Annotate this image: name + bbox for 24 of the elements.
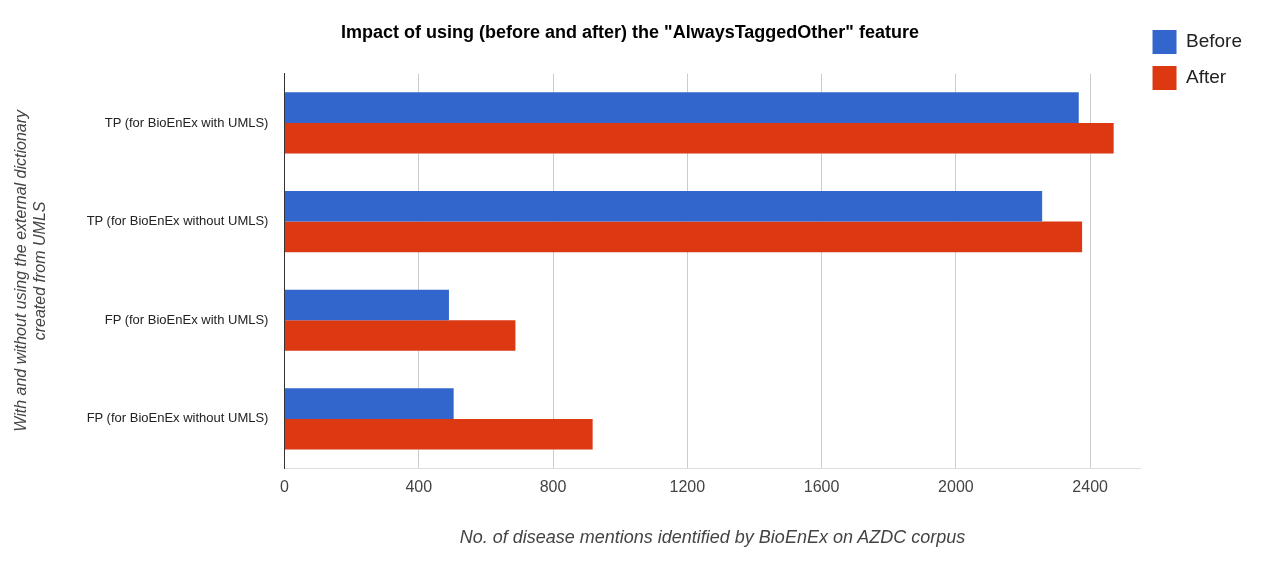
x-tick-label: 800: [539, 478, 567, 496]
bar: [284, 92, 1079, 123]
legend-label: After: [1186, 66, 1227, 88]
bar: [284, 190, 1043, 222]
bar: [284, 418, 593, 450]
x-tick-label: 2000: [938, 478, 974, 496]
x-tick-label: 2400: [1072, 478, 1109, 496]
bar: [284, 388, 454, 419]
bar: [284, 221, 1083, 253]
y-tick-label: TP (for BioEnEx without UMLS): [86, 213, 269, 229]
y-tick-label: TP (for BioEnEx with UMLS): [104, 114, 269, 130]
x-axis-title: No. of disease mentions identified by BioEnEx on AZDC corpus: [459, 527, 966, 548]
x-tick-label: 1600: [803, 478, 840, 496]
y-axis-title: With and without using the external dictionary created from UMLS: [12, 108, 49, 432]
legend-label: Before: [1186, 30, 1242, 52]
bar: [284, 320, 516, 351]
x-tick-label: 1200: [669, 478, 706, 496]
x-tick-label: 0: [280, 478, 289, 496]
bar: [284, 289, 449, 321]
y-tick-label: FP (for BioEnEx with UMLS): [104, 311, 269, 327]
bar: [284, 122, 1114, 154]
y-tick-label: FP (for BioEnEx without UMLS): [86, 410, 269, 426]
chart-title: Impact of using (before and after) the "AlwaysTaggedOther" feature: [341, 21, 919, 42]
x-tick-label: 400: [405, 478, 433, 496]
